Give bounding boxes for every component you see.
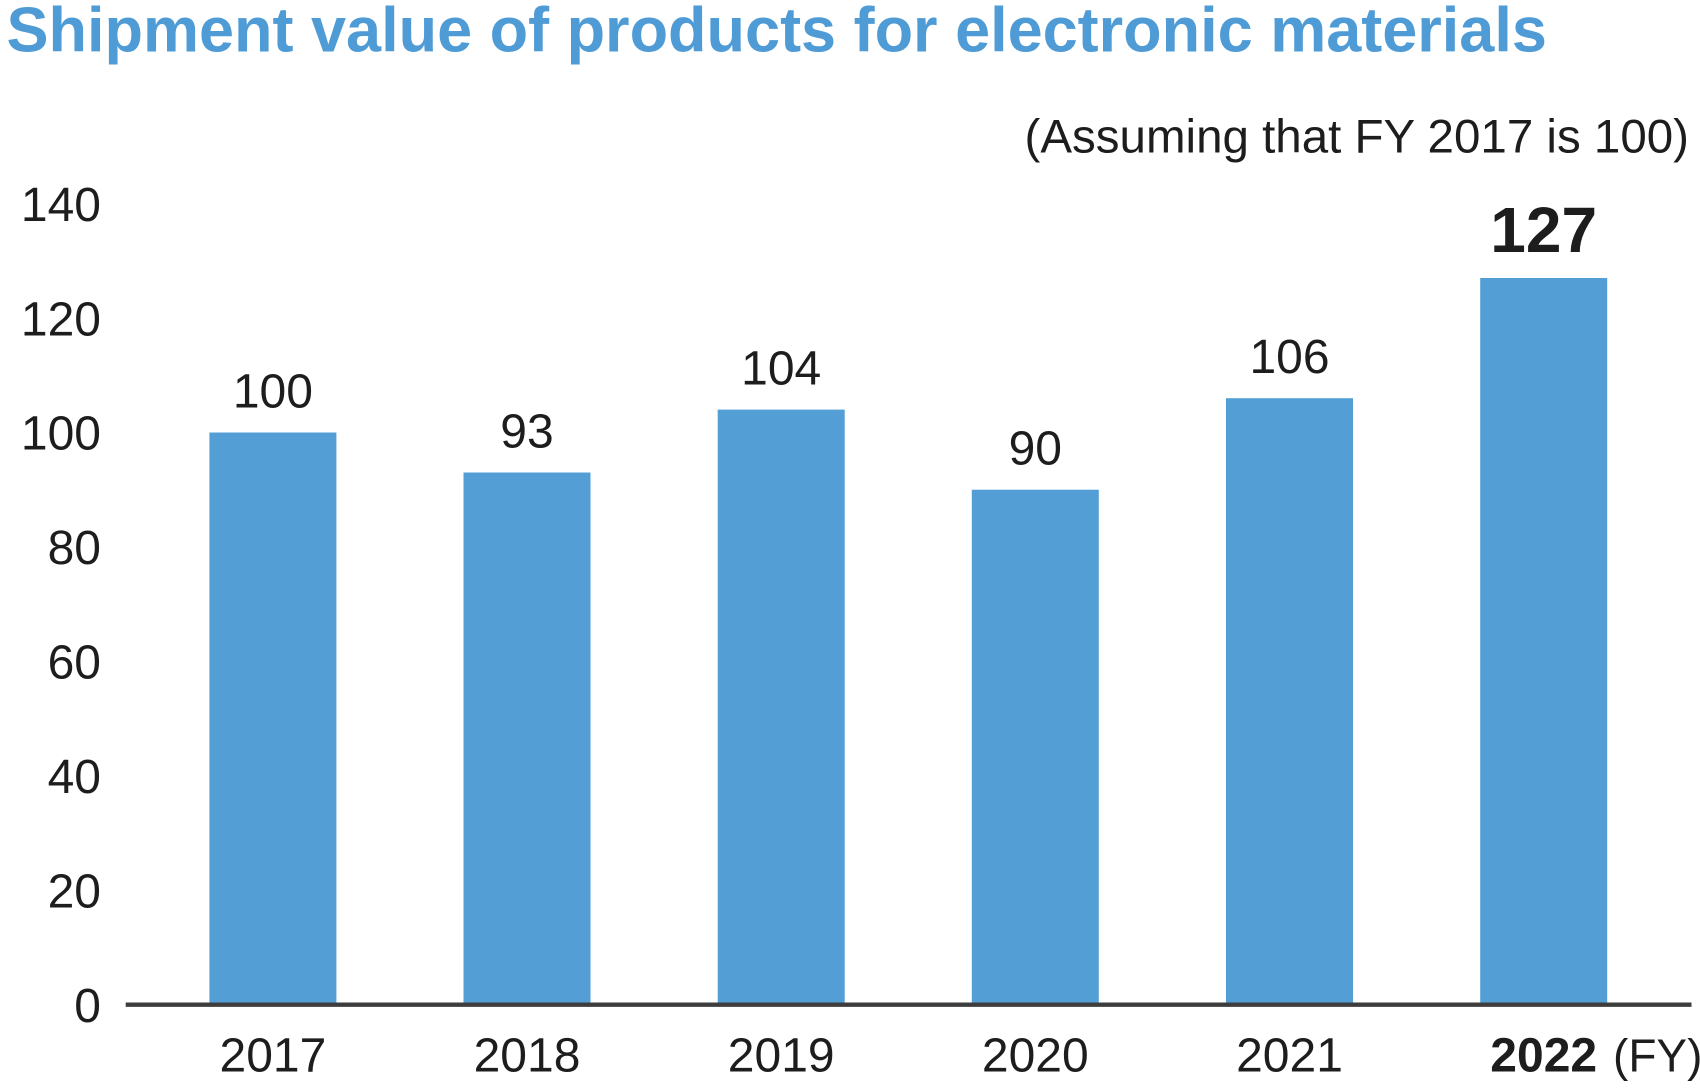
svg-text:120: 120 [21, 293, 101, 346]
svg-text:140: 140 [21, 179, 101, 232]
svg-text:(Assuming that FY 2017 is 100): (Assuming that FY 2017 is 100) [1025, 111, 1689, 164]
svg-text:127: 127 [1490, 194, 1597, 266]
svg-text:80: 80 [48, 522, 101, 575]
svg-text:2020: 2020 [982, 1030, 1089, 1083]
svg-text:93: 93 [500, 406, 553, 459]
svg-text:90: 90 [1009, 423, 1062, 476]
svg-text:104: 104 [741, 343, 821, 396]
svg-text:(FY): (FY) [1613, 1030, 1700, 1082]
svg-text:2017: 2017 [220, 1030, 327, 1083]
svg-text:2019: 2019 [728, 1030, 835, 1083]
svg-text:20: 20 [48, 866, 101, 919]
svg-text:2022: 2022 [1490, 1030, 1597, 1083]
svg-text:40: 40 [48, 751, 101, 804]
svg-text:60: 60 [48, 637, 101, 690]
svg-text:100: 100 [233, 366, 313, 419]
svg-text:0: 0 [74, 980, 101, 1033]
svg-text:100: 100 [21, 408, 101, 461]
svg-text:Shipment value of products for: Shipment value of products for electroni… [7, 0, 1547, 66]
svg-text:2018: 2018 [474, 1030, 581, 1083]
svg-text:106: 106 [1249, 331, 1329, 384]
svg-text:2021: 2021 [1236, 1030, 1343, 1083]
